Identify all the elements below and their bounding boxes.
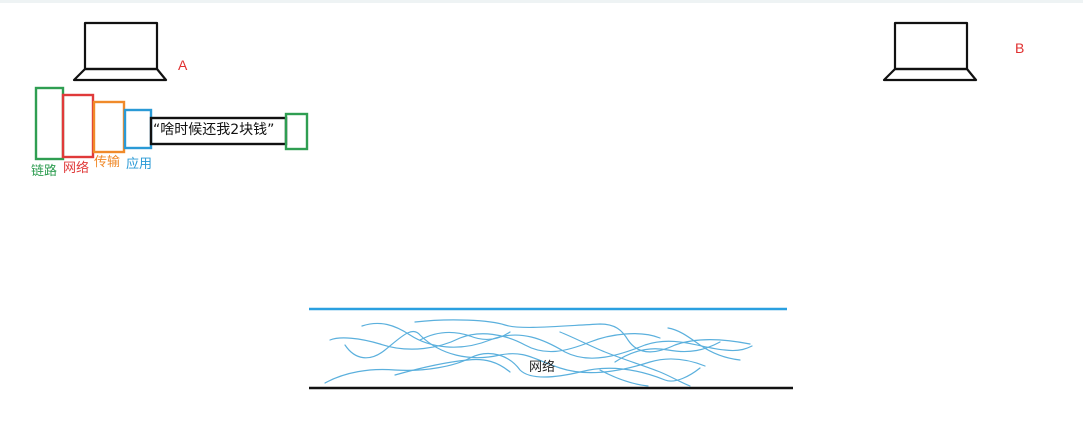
link-trailer-box	[284, 112, 309, 151]
network-label: 网络	[529, 360, 556, 375]
network-header-box	[61, 93, 95, 159]
layer-label-transport: 传输	[94, 155, 121, 170]
top-border	[0, 0, 1083, 3]
layer-label-application: 应用	[126, 157, 153, 172]
link-header-box	[34, 86, 65, 161]
layer-label-link: 链路	[31, 164, 58, 179]
application-header-box	[123, 108, 153, 150]
host-b-label: B	[1015, 40, 1025, 56]
laptop-a-icon	[72, 21, 168, 82]
message-text: “啥时候还我2块钱”	[153, 122, 275, 138]
network-wires	[324, 319, 753, 387]
host-a-label: A	[178, 57, 188, 73]
transport-header-box	[92, 100, 126, 154]
laptop-b-icon	[882, 21, 978, 82]
layer-label-network: 网络	[63, 161, 90, 176]
